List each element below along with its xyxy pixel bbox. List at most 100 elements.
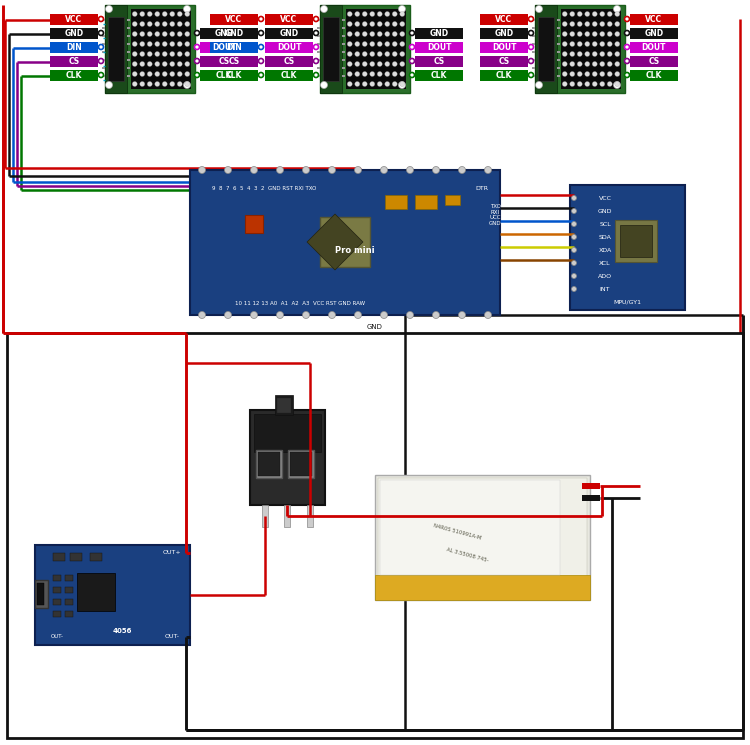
- Bar: [342, 19, 345, 21]
- Circle shape: [355, 81, 360, 86]
- Circle shape: [370, 11, 375, 16]
- Circle shape: [392, 72, 398, 77]
- Circle shape: [578, 81, 582, 86]
- Circle shape: [170, 22, 175, 27]
- Text: MPU/GY1: MPU/GY1: [613, 299, 641, 305]
- Circle shape: [615, 72, 620, 77]
- Bar: [557, 75, 560, 77]
- Circle shape: [259, 16, 263, 22]
- Circle shape: [600, 62, 604, 66]
- Circle shape: [362, 62, 368, 66]
- Circle shape: [224, 166, 232, 174]
- Circle shape: [592, 42, 597, 46]
- Bar: [277, 398, 291, 413]
- Circle shape: [147, 22, 152, 27]
- Bar: [105, 5, 127, 93]
- Bar: [561, 9, 621, 89]
- Circle shape: [184, 5, 190, 13]
- Bar: [342, 51, 345, 53]
- Circle shape: [578, 22, 582, 27]
- Bar: [50, 42, 98, 53]
- Circle shape: [370, 22, 375, 27]
- Circle shape: [355, 31, 360, 37]
- Bar: [210, 28, 258, 39]
- Circle shape: [140, 42, 145, 46]
- Circle shape: [600, 51, 604, 57]
- Circle shape: [355, 22, 360, 27]
- Circle shape: [347, 62, 352, 66]
- Bar: [342, 59, 345, 61]
- Circle shape: [600, 31, 604, 37]
- Bar: [557, 19, 560, 21]
- Circle shape: [362, 81, 368, 86]
- Bar: [415, 70, 463, 81]
- Circle shape: [385, 42, 390, 46]
- Circle shape: [98, 16, 104, 22]
- Bar: [307, 505, 313, 527]
- Circle shape: [177, 31, 182, 37]
- Circle shape: [615, 62, 620, 66]
- Circle shape: [570, 62, 574, 66]
- Circle shape: [578, 72, 582, 77]
- Bar: [380, 480, 560, 575]
- Circle shape: [277, 166, 284, 174]
- Circle shape: [392, 62, 398, 66]
- Circle shape: [608, 11, 612, 16]
- Text: XDA: XDA: [598, 247, 612, 253]
- Circle shape: [132, 11, 137, 16]
- Bar: [582, 483, 600, 489]
- Circle shape: [433, 166, 439, 174]
- Circle shape: [170, 11, 175, 16]
- Circle shape: [162, 31, 167, 37]
- Bar: [102, 19, 105, 21]
- Bar: [320, 5, 342, 93]
- Bar: [258, 452, 280, 476]
- Circle shape: [184, 22, 190, 27]
- Circle shape: [370, 72, 375, 77]
- Circle shape: [140, 22, 145, 27]
- Circle shape: [177, 42, 182, 46]
- Text: GND: GND: [430, 28, 448, 37]
- Circle shape: [592, 11, 597, 16]
- Text: DOUT: DOUT: [492, 42, 516, 51]
- Text: OUT+: OUT+: [163, 551, 182, 556]
- Text: CLK: CLK: [66, 71, 82, 80]
- Circle shape: [585, 81, 590, 86]
- Text: GND: GND: [224, 28, 244, 37]
- Circle shape: [529, 45, 533, 49]
- Circle shape: [392, 22, 398, 27]
- Circle shape: [406, 311, 413, 319]
- Circle shape: [98, 72, 104, 77]
- Text: CS: CS: [284, 57, 295, 66]
- Bar: [557, 51, 560, 53]
- Bar: [102, 59, 105, 61]
- Circle shape: [355, 62, 360, 66]
- Circle shape: [562, 72, 567, 77]
- Circle shape: [433, 311, 439, 319]
- Bar: [50, 70, 98, 81]
- Circle shape: [572, 247, 577, 253]
- Bar: [288, 450, 314, 478]
- Circle shape: [154, 22, 160, 27]
- Circle shape: [600, 22, 604, 27]
- Circle shape: [410, 59, 415, 63]
- Circle shape: [154, 72, 160, 77]
- Circle shape: [347, 51, 352, 57]
- Circle shape: [400, 31, 405, 37]
- Circle shape: [600, 81, 604, 86]
- Polygon shape: [307, 214, 363, 270]
- Bar: [532, 27, 535, 29]
- Circle shape: [177, 81, 182, 86]
- Circle shape: [410, 45, 415, 49]
- Circle shape: [608, 81, 612, 86]
- Circle shape: [529, 16, 533, 22]
- Bar: [630, 14, 678, 25]
- Circle shape: [529, 59, 533, 63]
- Circle shape: [592, 51, 597, 57]
- Circle shape: [140, 81, 145, 86]
- Circle shape: [302, 311, 310, 319]
- Circle shape: [162, 11, 167, 16]
- Circle shape: [625, 16, 629, 22]
- Circle shape: [458, 311, 466, 319]
- Circle shape: [400, 72, 405, 77]
